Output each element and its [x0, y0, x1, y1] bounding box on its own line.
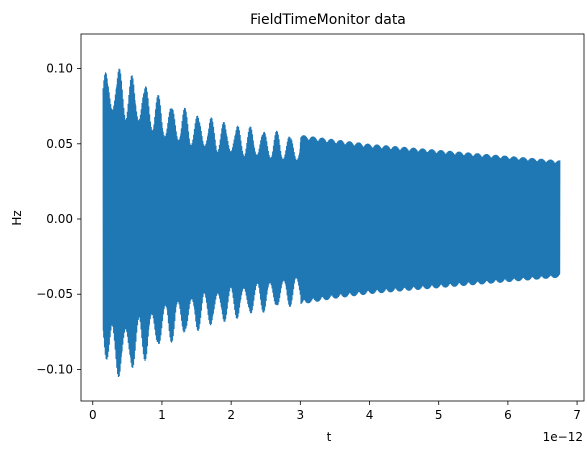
plot-area	[102, 68, 561, 378]
y-tick-label: −0.05	[36, 287, 73, 301]
x-axis-label: t	[327, 430, 332, 444]
chart-title: FieldTimeMonitor data	[250, 12, 406, 28]
x-tick-label: 0	[89, 408, 97, 422]
y-tick-label: 0.00	[46, 212, 73, 226]
axes-frame	[80, 33, 585, 402]
x-tick-label: 2	[227, 408, 235, 422]
series-line	[102, 68, 561, 378]
x-tick-label: 3	[297, 408, 305, 422]
x-tick-label: 6	[504, 408, 512, 422]
x-tick-label: 5	[435, 408, 443, 422]
y-tick-label: 0.10	[46, 62, 73, 76]
x-tick-label: 7	[573, 408, 581, 422]
y-axis-label: Hz	[10, 210, 24, 225]
x-offset-label: 1e−12	[543, 430, 583, 444]
x-tick-label: 4	[366, 408, 374, 422]
y-tick-label: −0.10	[36, 362, 73, 376]
y-tick-label: 0.05	[46, 137, 73, 151]
y-axis: −0.10 −0.05 0.00 0.05 0.10	[36, 62, 81, 376]
x-axis: 0 1 2 3 4 5 6 7	[89, 401, 581, 422]
x-tick-label: 1	[158, 408, 166, 422]
